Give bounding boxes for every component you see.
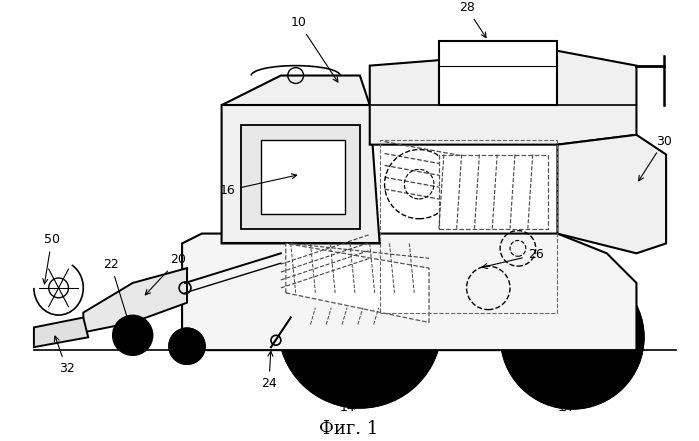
Text: 14: 14 xyxy=(340,401,359,415)
Text: 32: 32 xyxy=(55,336,74,375)
Polygon shape xyxy=(439,154,547,228)
Text: 14: 14 xyxy=(557,401,573,415)
Text: 26: 26 xyxy=(482,248,544,269)
Polygon shape xyxy=(83,268,187,333)
Polygon shape xyxy=(370,51,637,145)
Polygon shape xyxy=(261,140,345,214)
Text: 22: 22 xyxy=(103,258,132,332)
Polygon shape xyxy=(241,125,360,228)
Text: 20: 20 xyxy=(145,253,186,295)
Circle shape xyxy=(113,316,152,355)
Text: 28: 28 xyxy=(459,1,486,37)
Polygon shape xyxy=(182,234,637,350)
Text: 30: 30 xyxy=(639,135,672,181)
Text: Фиг. 1: Фиг. 1 xyxy=(319,420,379,438)
Polygon shape xyxy=(34,318,88,347)
Circle shape xyxy=(279,245,441,407)
Polygon shape xyxy=(557,135,666,253)
Text: 16: 16 xyxy=(219,174,296,197)
Polygon shape xyxy=(286,243,429,322)
Text: 10: 10 xyxy=(291,16,338,82)
Polygon shape xyxy=(222,75,380,243)
Text: 50: 50 xyxy=(43,233,60,284)
Circle shape xyxy=(501,266,643,408)
Polygon shape xyxy=(439,41,557,105)
Circle shape xyxy=(169,329,205,364)
Text: 24: 24 xyxy=(261,351,277,390)
